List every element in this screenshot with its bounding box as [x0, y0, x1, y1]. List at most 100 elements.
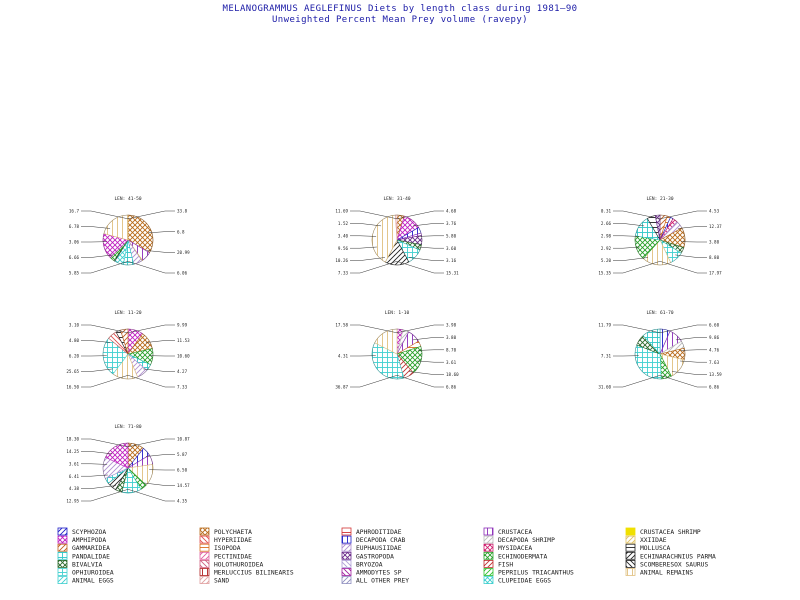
leader-line — [127, 489, 175, 502]
leader-line — [81, 474, 108, 477]
pie-title: LEN: 31-40 — [383, 196, 410, 202]
legend-label: SCOMBERESOX SAURUS — [640, 561, 708, 568]
data-label: 8.80 — [709, 255, 720, 260]
pie-outline — [634, 214, 686, 266]
legend-swatch — [57, 560, 68, 568]
leader-line — [396, 261, 444, 274]
legend-item-scomberesox-saurus: SCOMBERESOX SAURUS — [625, 560, 708, 568]
legend-swatch — [57, 543, 68, 552]
leader-line — [145, 454, 175, 457]
leader-line — [146, 250, 175, 253]
leader-line — [613, 261, 661, 274]
pie-len-11-20: LEN: 11-20 3.10 4.80 6.20 25.65 16.50 9.99 11.5… — [66, 310, 190, 390]
data-label: 3.16 — [446, 258, 457, 263]
legend-swatch — [341, 560, 352, 568]
data-label: 3.10 — [69, 323, 80, 328]
legend-label: MYSIDACEA — [498, 545, 532, 552]
data-label: 14.57 — [177, 483, 190, 488]
legend-item-crustacea-shrimp: CRUSTACEA SHRIMP — [625, 527, 701, 536]
leader-line — [408, 371, 444, 375]
legend-label: AMPHIPODA — [72, 537, 106, 544]
data-label: 3.80 — [709, 240, 720, 245]
leader-line — [412, 337, 444, 341]
leader-line — [81, 489, 129, 502]
leader-line — [396, 375, 444, 388]
legend-label: PECTINIDAE — [214, 553, 252, 560]
data-label: 4.35 — [177, 499, 188, 504]
legend-item-pectinidae: PECTINIDAE — [199, 551, 252, 560]
data-label: 3.60 — [446, 246, 457, 251]
leader-line — [127, 375, 175, 388]
legend-swatch — [625, 568, 636, 576]
legend-label: ECHINARACHNIUS PARMA — [640, 553, 716, 560]
legend-label: BRYOZOA — [356, 561, 383, 568]
legend-swatch — [341, 568, 352, 576]
pie-title: LEN: 41-50 — [114, 196, 141, 202]
legend-swatch — [483, 527, 494, 536]
data-label: 4.68 — [446, 209, 457, 214]
data-label: 3.40 — [338, 233, 349, 238]
data-label: 3.06 — [69, 240, 80, 245]
data-label: 4.27 — [177, 369, 188, 374]
legend-item-merluccius-bilinearis: MERLUCCIUS BILINEARIS — [199, 568, 294, 577]
legend-swatch — [341, 543, 352, 552]
leader-line — [659, 375, 707, 388]
data-label: 31.60 — [598, 385, 611, 390]
leader-line — [350, 246, 377, 249]
legend-label: CRUSTACEA — [498, 529, 532, 536]
leader-line — [613, 246, 640, 249]
data-label: 3.98 — [446, 323, 457, 328]
legend-label: DECAPODA CRAB — [356, 537, 405, 544]
legend-item-hyperiidae: HYPERIIDAE — [199, 535, 252, 544]
leader-line — [143, 368, 175, 372]
data-label: 6.66 — [69, 255, 80, 260]
leader-line — [145, 340, 175, 343]
pie-outline — [102, 442, 154, 494]
data-label: 6.50 — [177, 468, 188, 473]
data-label: 25.65 — [66, 369, 79, 374]
legend-swatch — [199, 568, 210, 576]
data-label: 14.25 — [66, 449, 79, 454]
pie-title: LEN: 61-70 — [646, 310, 673, 316]
leader-line — [350, 235, 377, 237]
legend-label: HOLOTHUROIDEA — [214, 561, 263, 568]
legend-item-clupeidae-eggs: CLUPEIDAE EGGS — [483, 576, 551, 585]
data-label: 20.99 — [177, 250, 190, 255]
legend-item-decapoda-shrimp: DECAPODA SHRIMP — [483, 535, 555, 544]
legend-swatch — [483, 543, 494, 552]
data-label: 10.60 — [177, 354, 190, 359]
leader-line — [396, 210, 444, 220]
leader-line — [675, 254, 707, 258]
legend-item-all-other-prey: ALL OTHER PREY — [341, 576, 409, 585]
legend-item-ophiuroidea: OPHIUROIDEA — [57, 568, 114, 577]
leader-line — [81, 210, 129, 220]
leader-line — [680, 349, 707, 351]
legend-item-polychaeta: POLYCHAETA — [199, 527, 252, 536]
data-label: 18.30 — [66, 437, 79, 442]
data-label: 2.98 — [601, 233, 612, 238]
leader-line — [675, 337, 707, 341]
legend-label: SAND — [214, 578, 229, 585]
legend-label: PEPRILUS TRIACANTHUS — [498, 570, 574, 577]
leader-line — [350, 261, 398, 274]
data-label: 17.97 — [709, 271, 722, 276]
legend-swatch — [625, 535, 636, 544]
legend-item-aphroditidae: APHRODITIDAE — [341, 527, 402, 536]
data-label: 6.41 — [69, 474, 80, 479]
legend-item-holothuroidea: HOLOTHUROIDEA — [199, 560, 263, 568]
legend-item-mollusca: MOLLUSCA — [625, 543, 671, 552]
legend-item-scyphozoa: SCYPHOZOA — [57, 527, 106, 536]
legend-item-animal-eggs: ANIMAL EGGS — [57, 576, 114, 585]
data-label: 17.58 — [335, 323, 348, 328]
legend-item-sand: SAND — [199, 576, 229, 585]
data-label: 8.70 — [446, 347, 457, 352]
legend-item-echinarachnius-parma: ECHINARACHNIUS PARMA — [625, 551, 716, 560]
leader-line — [81, 261, 129, 274]
legend-item-peprilus-triacanthus: PEPRILUS TRIACANTHUS — [483, 568, 574, 577]
data-label: 16.50 — [66, 385, 79, 390]
legend-label: POLYCHAETA — [214, 529, 252, 536]
data-label: 2.92 — [601, 246, 612, 251]
leader-line — [127, 324, 175, 334]
data-label: 6.78 — [69, 224, 80, 229]
legend-label: EUPHAUSIIDAE — [356, 545, 402, 552]
